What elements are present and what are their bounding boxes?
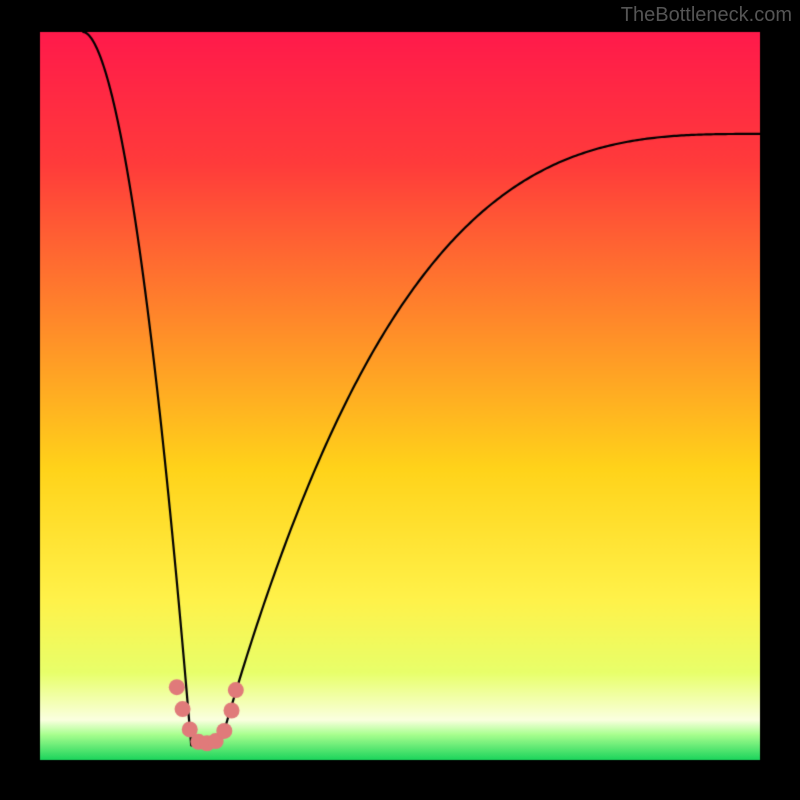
bottleneck-chart-canvas	[0, 0, 800, 800]
chart-stage: TheBottleneck.com	[0, 0, 800, 800]
watermark-text: TheBottleneck.com	[621, 4, 792, 27]
